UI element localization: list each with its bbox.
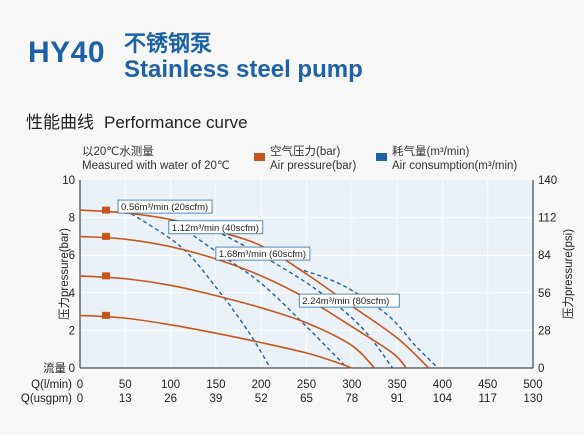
y-right-tick-label: 84 [538, 250, 551, 262]
x-tick-label-usgpm: 13 [119, 393, 132, 405]
legend-air-cn: 空气压力(bar) [270, 146, 341, 158]
air-pressure-marker [102, 232, 110, 240]
section-heading: 性能曲线 Performance curve [26, 108, 258, 133]
air-consumption-curve [124, 209, 271, 369]
x-tick-label-lmin: 300 [342, 379, 361, 391]
x-tick-label-lmin: 150 [206, 379, 225, 391]
air-pressure-marker [102, 206, 110, 214]
consumption-label-box [298, 293, 400, 308]
x-tick-label-usgpm: 65 [300, 393, 313, 405]
y-left-axis-title: 压力pressure(bar) [58, 228, 71, 320]
consumption-label: 1.12m³/min (40scfm) [172, 223, 259, 234]
model-number: HY40 [28, 36, 106, 69]
legend-air-pressure: 空气压力(bar) Air pressure(bar) [254, 145, 356, 173]
x-tick-label-usgpm: 91 [391, 393, 404, 405]
x-tick-label-lmin: 0 [77, 379, 83, 391]
x-tick-label-usgpm: 39 [210, 393, 223, 405]
legend-cons-cn: 耗气量(m³/min) [392, 146, 470, 158]
x-tick-label-lmin: 450 [478, 379, 497, 391]
x-tick-label-usgpm: 26 [164, 393, 177, 405]
x-axis-title-cn: 流量 [43, 361, 66, 375]
measurement-note: 以20℃水测量 Measured with water of 20℃ [82, 145, 230, 173]
note-line-cn: 以20℃水测量 [82, 146, 154, 158]
legend-air-consumption: 耗气量(m³/min) Air consumption(m³/min) [376, 145, 517, 173]
air-pressure-curve [79, 235, 407, 369]
x-axis-row2-label: Q(usgpm) [21, 393, 72, 405]
y-left-tick-label: 10 [62, 175, 75, 187]
legend-air-swatch [254, 153, 265, 161]
legend-air-en: Air pressure(bar) [270, 160, 357, 172]
y-right-axis-title: 压力pressure(psi) [562, 229, 575, 319]
x-tick-label-usgpm: 0 [77, 393, 83, 405]
consumption-label-box [215, 246, 311, 261]
y-right-tick-label: 140 [538, 175, 557, 187]
legend-consumption-swatch [376, 153, 387, 161]
legend-cons-en: Air consumption(m³/min) [392, 160, 518, 172]
y-right-tick-label: 28 [538, 325, 551, 337]
y-right-tick-label: 0 [538, 363, 544, 375]
x-tick-label-usgpm: 130 [523, 393, 542, 405]
x-tick-label-lmin: 400 [433, 379, 452, 391]
x-axis-row1-label: Q(l/min) [31, 379, 72, 391]
air-pressure-curve [79, 314, 353, 369]
y-right-tick-label: 56 [538, 288, 551, 300]
x-tick-label-usgpm: 104 [433, 393, 453, 405]
x-tick-label-lmin: 500 [523, 379, 542, 391]
consumption-label-box [168, 220, 264, 235]
section-heading-en: Performance curve [104, 113, 248, 132]
section-heading-cn: 性能曲线 [26, 113, 94, 132]
consumption-label: 2.24m³/min (80scfm) [302, 296, 389, 307]
note-line-en: Measured with water of 20℃ [82, 160, 230, 172]
title-chinese: 不锈钢泵 [124, 31, 213, 56]
y-left-tick-label: 0 [69, 363, 75, 375]
x-tick-label-lmin: 200 [252, 379, 271, 391]
consumption-label: 0.56m³/min (20scfm) [121, 202, 208, 213]
x-tick-label-usgpm: 78 [345, 393, 358, 405]
air-pressure-curve [79, 275, 375, 369]
x-tick-label-lmin: 250 [297, 379, 316, 391]
air-pressure-marker [102, 311, 110, 319]
y-left-tick-label: 6 [69, 250, 75, 262]
title-english: Stainless steel pump [124, 56, 363, 83]
y-left-tick-label: 2 [69, 325, 75, 337]
x-tick-label-usgpm: 117 [479, 393, 497, 405]
consumption-label: 1.68m³/min (60scfm) [219, 249, 306, 260]
air-consumption-curve [297, 267, 439, 369]
y-left-tick-label: 4 [69, 288, 76, 300]
air-consumption-curve [170, 218, 348, 369]
air-pressure-marker [102, 272, 110, 280]
x-tick-label-lmin: 50 [119, 379, 132, 391]
x-tick-label-lmin: 350 [388, 379, 407, 391]
y-right-tick-label: 112 [538, 213, 556, 225]
x-tick-label-usgpm: 52 [255, 393, 268, 405]
consumption-label-box [117, 199, 213, 214]
y-left-tick-label: 8 [69, 213, 75, 225]
air-pressure-curve [79, 209, 430, 369]
x-tick-label-lmin: 100 [161, 379, 180, 391]
